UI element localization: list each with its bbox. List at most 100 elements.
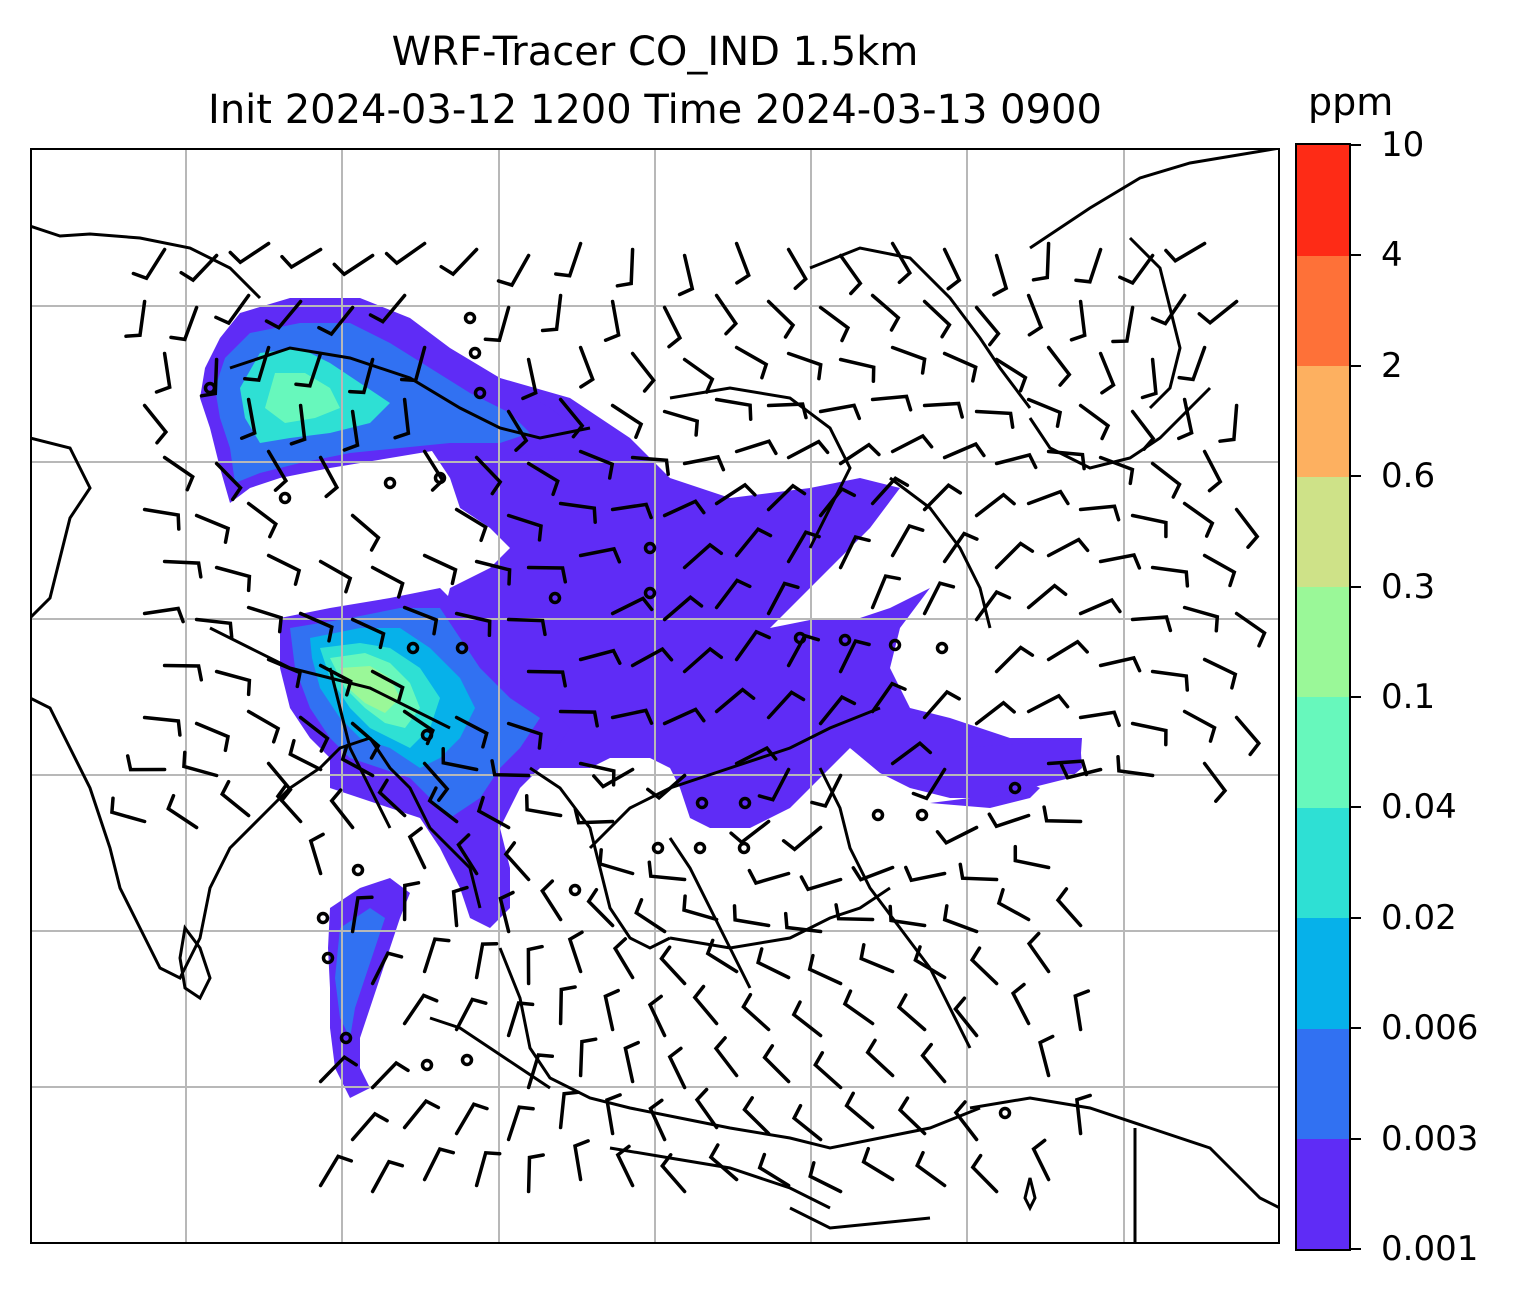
- colorbar-segment: [1297, 807, 1349, 919]
- wind-barb: [870, 394, 913, 412]
- wind-barb: [734, 345, 769, 380]
- wind-barb: [1218, 403, 1239, 443]
- wind-barb: [131, 247, 167, 281]
- wind-barb: [350, 1111, 389, 1142]
- wind-barb: [1026, 397, 1063, 428]
- wind-barb: [810, 773, 843, 809]
- wind-barb: [734, 745, 778, 766]
- wind-barb: [818, 486, 857, 518]
- wind-barb: [662, 409, 700, 437]
- colorbar: [1295, 143, 1351, 1251]
- wind-barb: [732, 904, 771, 928]
- chart-title: WRF-Tracer CO_IND 1.5km: [391, 29, 919, 75]
- colorbar-tick-label: 0.001: [1381, 1229, 1479, 1269]
- wind-barb: [942, 531, 979, 564]
- wind-barb: [214, 461, 243, 502]
- calm-wind-marker: [383, 476, 397, 490]
- wind-barb: [870, 681, 907, 714]
- wind-barb: [1202, 553, 1237, 588]
- wind-barb: [647, 860, 687, 882]
- wind-barb: [1164, 241, 1207, 264]
- wind-barb: [350, 617, 386, 650]
- wind-barb: [1234, 715, 1262, 757]
- wind-barb: [558, 397, 585, 439]
- wind-barb: [890, 241, 913, 285]
- map-border: [30, 148, 1280, 1244]
- wind-barb: [974, 700, 1016, 726]
- wind-barb: [266, 761, 293, 803]
- wind-barb: [451, 885, 469, 928]
- wind-barb: [603, 299, 621, 342]
- calm-wind-marker: [316, 911, 330, 925]
- wind-barb: [662, 595, 704, 622]
- colorbar-segment: [1297, 476, 1349, 588]
- wind-barb: [734, 526, 773, 558]
- wind-barb: [214, 669, 252, 697]
- wind-barb: [578, 345, 595, 389]
- wind-barb: [474, 559, 512, 586]
- colorbar-tick: [1351, 585, 1361, 588]
- wind-barb: [399, 345, 427, 383]
- wind-barb: [870, 293, 901, 332]
- wind-barb: [266, 657, 302, 689]
- wind-barb: [1046, 449, 1086, 471]
- wind-barb: [897, 1096, 927, 1136]
- wind-barb: [890, 740, 933, 766]
- wind-barb: [734, 439, 778, 456]
- wind-barb: [692, 984, 719, 1026]
- wind-barb: [1042, 805, 1083, 824]
- calm-wind-marker: [935, 641, 949, 655]
- wind-barb: [1202, 657, 1238, 690]
- wind-barb: [911, 767, 947, 801]
- wind-barb: [162, 663, 204, 682]
- colorbar-tick-label: 0.6: [1381, 456, 1436, 497]
- wind-barb: [1182, 605, 1220, 633]
- wind-barb: [682, 357, 715, 394]
- wind-barb: [610, 708, 654, 725]
- colorbar-tick-label: 10: [1381, 125, 1425, 165]
- wind-barb: [610, 502, 653, 520]
- colorbar-tick-label: 0.006: [1381, 1008, 1479, 1049]
- wind-barb: [454, 715, 489, 749]
- colorbar-tick: [1351, 1027, 1361, 1030]
- wind-barb: [953, 996, 979, 1038]
- wind-barb: [1234, 507, 1260, 549]
- wind-barb: [182, 750, 219, 778]
- wind-barb: [332, 253, 375, 277]
- wind-barb: [1046, 639, 1089, 662]
- wind-barb: [994, 452, 1038, 470]
- wind-barb: [1182, 709, 1217, 743]
- wind-barb: [741, 992, 771, 1032]
- wind-barb: [974, 492, 1016, 518]
- wind-barb: [922, 689, 961, 720]
- wind-barb: [838, 357, 876, 383]
- wind-barb: [228, 241, 271, 265]
- wind-barb: [490, 759, 531, 778]
- calm-wind-marker: [871, 808, 885, 822]
- wind-barb: [1197, 299, 1239, 326]
- wind-barb: [859, 943, 895, 974]
- wind-barb: [370, 951, 404, 986]
- wind-barb: [142, 606, 185, 624]
- wind-barb: [766, 402, 808, 420]
- wind-barb: [342, 409, 360, 452]
- wind-barb: [402, 881, 421, 922]
- wind-barb: [350, 895, 374, 934]
- wind-barb: [377, 778, 407, 818]
- colorbar-tick-label: 0.04: [1381, 787, 1457, 828]
- colorbar-tick-label: 0.3: [1381, 566, 1436, 607]
- calm-wind-marker: [738, 796, 752, 810]
- wind-barb: [318, 1054, 358, 1084]
- wind-barb: [239, 397, 257, 440]
- wind-barb: [558, 1090, 580, 1130]
- wind-barb: [996, 887, 1031, 922]
- calm-wind-marker: [351, 863, 365, 877]
- wind-barb: [942, 351, 978, 383]
- wind-barb: [329, 788, 355, 830]
- calm-wind-marker: [548, 591, 562, 605]
- wind-barb: [994, 541, 1035, 570]
- colorbar-tick: [1351, 254, 1361, 257]
- wind-barb: [605, 1093, 622, 1136]
- wind-barb: [1177, 397, 1194, 441]
- wind-barb: [142, 403, 169, 445]
